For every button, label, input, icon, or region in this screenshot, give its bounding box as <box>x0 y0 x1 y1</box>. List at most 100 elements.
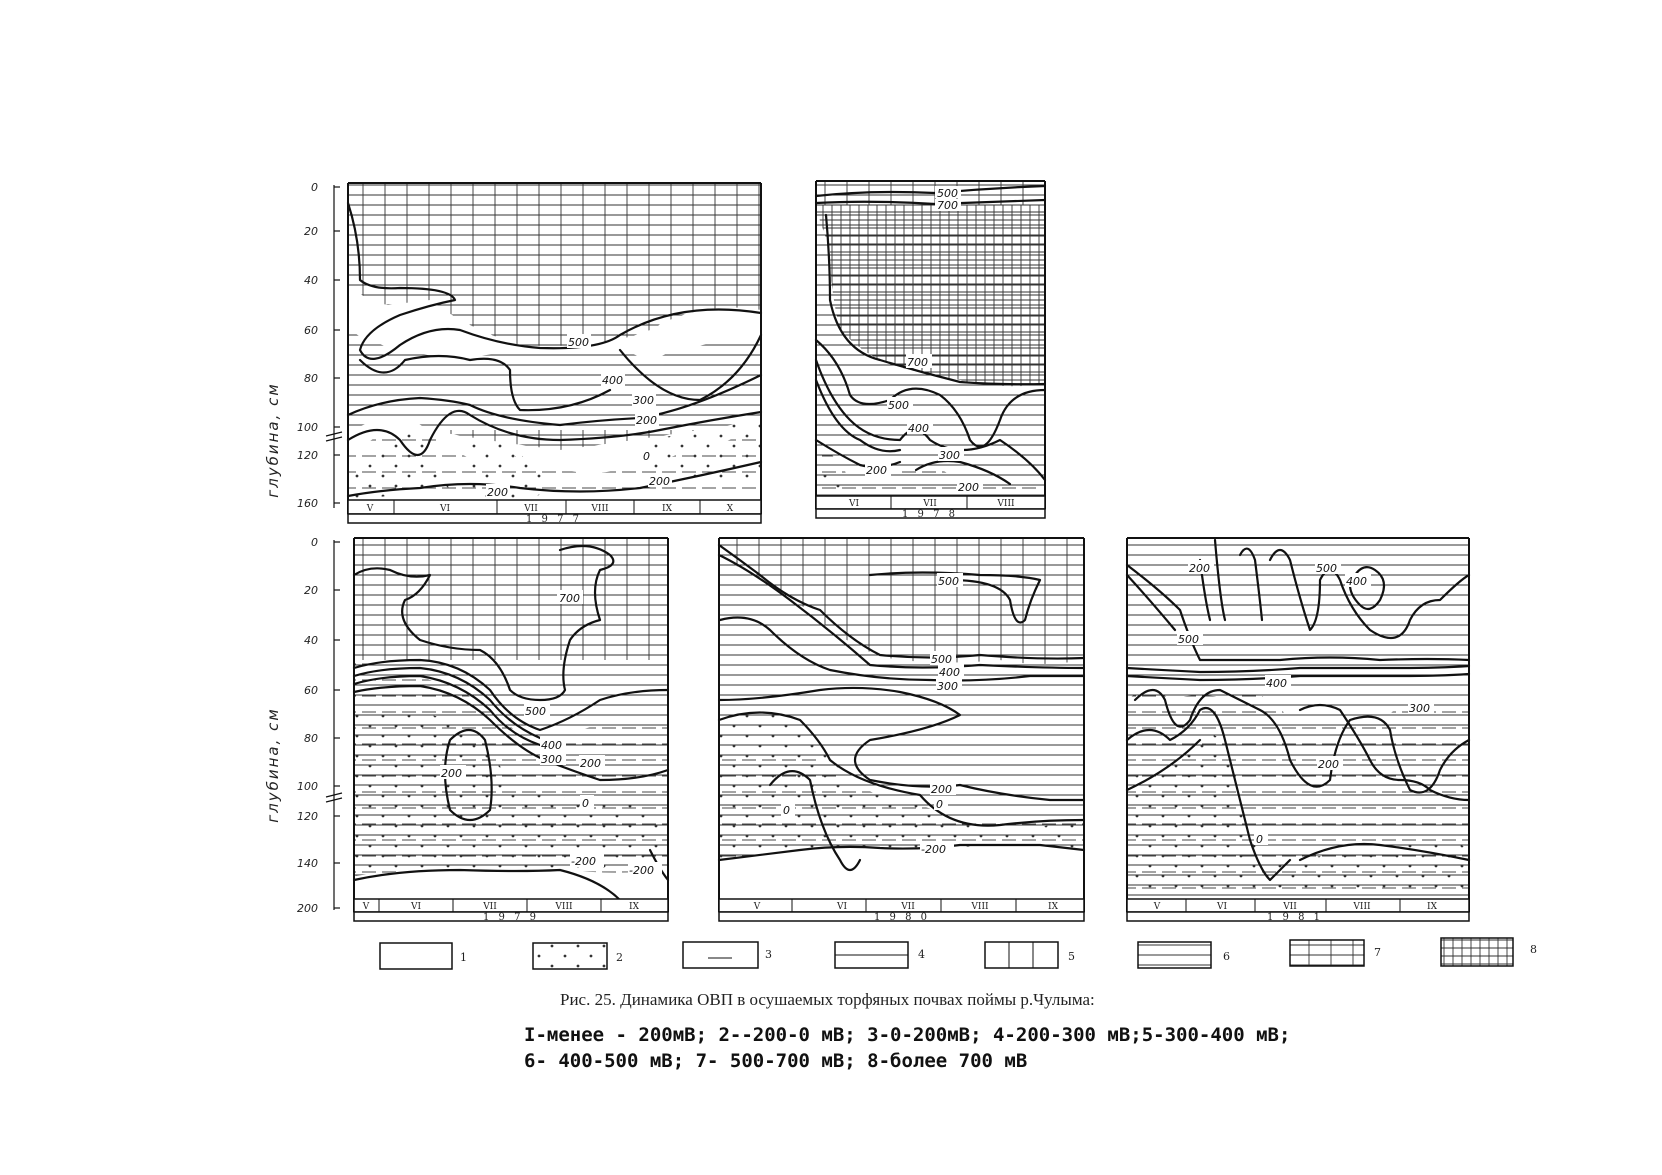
isoline-label: 500 <box>938 575 959 588</box>
month-tick: VII <box>523 504 538 514</box>
year-label-1977: 1 9 7 7 <box>526 514 582 525</box>
y-tick: 80 <box>304 372 318 385</box>
month-tick: V <box>1153 902 1161 912</box>
legend: 1 2 3 4 5 6 7 8 <box>379 937 1537 970</box>
isoline-label: 0 <box>936 798 943 811</box>
zone-500-700 <box>354 538 668 660</box>
y-tick: 80 <box>304 732 318 745</box>
month-tick: VI <box>836 902 847 912</box>
month-tick: V <box>362 902 370 912</box>
y-tick: 100 <box>297 780 318 793</box>
panel-1977: V VI VII VIII IX X 1 9 7 7 0 20 40 60 80… <box>297 181 763 525</box>
isoline-label: -200 <box>921 843 946 856</box>
isoline-label: 300 <box>939 449 960 462</box>
isoline-label: 0 <box>643 450 650 463</box>
isoline-label: 700 <box>937 199 958 212</box>
zone-neg200-0 <box>348 431 450 500</box>
zone-500-700 <box>719 538 1084 664</box>
zone-neg200-0 <box>354 708 668 878</box>
isoline-label: -200 <box>629 864 654 877</box>
month-tick: IX <box>662 504 673 514</box>
isoline-label: 400 <box>541 739 562 752</box>
year-label-1978: 1 9 7 8 <box>902 509 958 520</box>
legend-label-4: 4 <box>918 948 925 961</box>
y-tick: 60 <box>304 684 318 697</box>
isoline-label: 300 <box>1409 702 1430 715</box>
zone-lt-200 <box>354 870 668 899</box>
isoline-label: 700 <box>907 356 928 369</box>
isoline-label: 500 <box>1316 562 1337 575</box>
legend-label-3: 3 <box>765 948 772 961</box>
month-tick: IX <box>1048 902 1059 912</box>
panel-1981: V VI VII VIII IX 1 9 8 1 200 500 400 500… <box>1125 537 1471 923</box>
isoline-label: 400 <box>908 422 929 435</box>
figure-caption-legend: I-менее - 200мВ; 2--200-0 мВ; 3-0-200мВ;… <box>524 1022 1424 1074</box>
isoline-label: 300 <box>633 394 654 407</box>
panel-1979: V VI VII VIII IX 1 9 7 9 0 20 40 60 80 1… <box>297 536 670 923</box>
month-tick: V <box>366 504 374 514</box>
month-tick: VII <box>900 902 915 912</box>
month-tick: VIII <box>554 902 573 912</box>
month-tick: VIII <box>590 504 609 514</box>
isoline-label: 300 <box>541 753 562 766</box>
y-tick: 60 <box>304 324 318 337</box>
y-tick: 160 <box>297 497 318 510</box>
month-tick: X <box>727 504 734 514</box>
y-tick: 0 <box>311 536 318 549</box>
y-tick: 40 <box>304 634 318 647</box>
zone-island <box>445 730 492 820</box>
zone-neg200-0 <box>1127 735 1469 895</box>
y-tick: 100 <box>297 421 318 434</box>
isoline-label: 0 <box>582 797 589 810</box>
figure-caption-title: Рис. 25. Динамика ОВП в осушаемых торфян… <box>560 990 1095 1009</box>
year-label-1980: 1 9 8 0 <box>874 912 930 923</box>
month-tick: VIII <box>1352 902 1371 912</box>
isoline-label: 200 <box>1318 758 1339 771</box>
year-label-1979: 1 9 7 9 <box>483 912 539 923</box>
zone-lt-200 <box>719 845 1084 899</box>
legend-label-2: 2 <box>616 951 623 964</box>
month-tick: VIII <box>970 902 989 912</box>
month-tick: VI <box>848 499 859 509</box>
legend-swatch-7 <box>1289 939 1365 967</box>
isoline-label: 500 <box>937 187 958 200</box>
zone-gt700 <box>816 205 1045 387</box>
isoline-label: 500 <box>888 399 909 412</box>
y-tick: 0 <box>311 181 318 194</box>
isoline-label: 200 <box>958 481 979 494</box>
isoline-label: 0 <box>1256 833 1263 846</box>
month-tick: VI <box>1216 902 1227 912</box>
isoline-label: 300 <box>937 680 958 693</box>
year-label-1981: 1 9 8 1 <box>1267 912 1323 923</box>
caption-line-2: 6- 400-500 мВ; 7- 500-700 мВ; 8-более 70… <box>524 1050 1028 1072</box>
isoline-label: 200 <box>931 783 952 796</box>
legend-swatch-2 <box>532 942 608 970</box>
month-tick: VII <box>922 499 937 509</box>
month-tick: VIII <box>996 499 1015 509</box>
y-tick: 140 <box>297 857 318 870</box>
legend-label-1: 1 <box>460 951 467 964</box>
legend-label-6: 6 <box>1223 950 1230 963</box>
month-tick: IX <box>629 902 640 912</box>
caption-line-1: I-менее - 200мВ; 2--200-0 мВ; 3-0-200мВ;… <box>524 1024 1291 1046</box>
legend-label-5: 5 <box>1068 950 1075 963</box>
isoline-label: 200 <box>441 767 462 780</box>
month-tick: VI <box>439 504 450 514</box>
month-tick: VII <box>1282 902 1297 912</box>
zone-400-500 <box>348 330 761 430</box>
isoline-label: 500 <box>568 336 589 349</box>
isoline-label: -200 <box>571 855 596 868</box>
isoline-label: 0 <box>783 804 790 817</box>
y-tick: 120 <box>297 449 318 462</box>
y-tick: 120 <box>297 810 318 823</box>
isoline-label: 500 <box>931 653 952 666</box>
zone-dots <box>816 468 840 496</box>
legend-swatch-8 <box>1440 937 1514 967</box>
isoline-label: 200 <box>580 757 601 770</box>
legend-label-8: 8 <box>1530 943 1537 956</box>
month-tick: VII <box>482 902 497 912</box>
isoline-label: 500 <box>525 705 546 718</box>
month-tick: IX <box>1427 902 1438 912</box>
isoline-label: 700 <box>559 592 580 605</box>
